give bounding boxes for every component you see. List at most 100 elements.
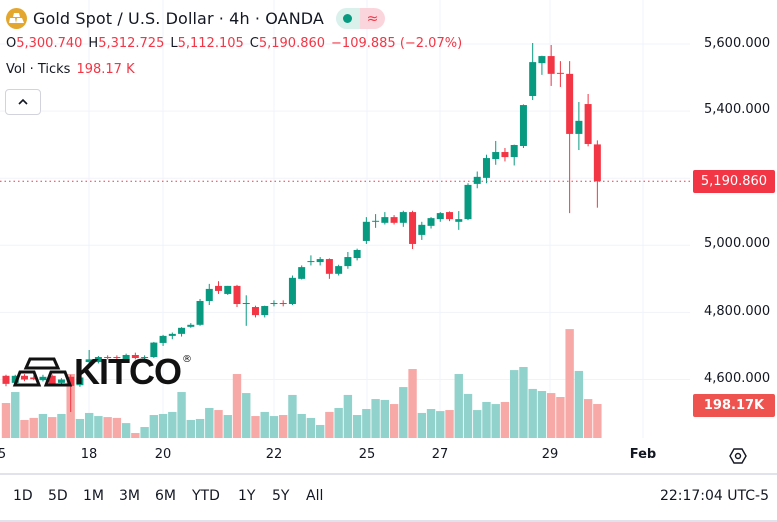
volume-bar <box>574 370 584 438</box>
volume-bar <box>29 417 38 438</box>
volume-bar <box>500 401 510 438</box>
candle-body <box>85 359 93 363</box>
range-button-ytd[interactable]: YTD <box>192 488 220 504</box>
candle-body <box>76 377 84 386</box>
kitco-wordmark: KITCO <box>74 351 182 392</box>
range-button-1y[interactable]: 1Y <box>238 488 256 504</box>
range-button-6m[interactable]: 6M <box>155 488 176 504</box>
candle-body <box>2 375 10 384</box>
current-volume-tag: 198.17K <box>693 394 775 417</box>
candle-body <box>492 152 500 160</box>
volume-bar <box>279 415 288 438</box>
volume-bar <box>537 391 547 438</box>
candle-body <box>94 357 102 363</box>
candle-body <box>205 288 213 301</box>
volume-legend: Vol · Ticks 198.17 K <box>6 62 135 77</box>
candle-body <box>353 249 361 259</box>
candle-body <box>482 158 490 178</box>
toolbar-divider <box>0 473 777 475</box>
candle-body <box>150 342 158 358</box>
candle-body <box>288 277 296 305</box>
time-axis-label: 29 <box>541 447 559 462</box>
range-button-1m[interactable]: 1M <box>83 488 104 504</box>
candle-body <box>224 285 232 294</box>
candle-body <box>270 303 278 305</box>
candle-body <box>104 357 112 359</box>
candle-body <box>372 220 380 222</box>
volume-bar <box>195 418 205 438</box>
volume-bar <box>186 419 195 438</box>
candle-body <box>519 105 527 146</box>
candle-body <box>39 376 47 381</box>
candle-body <box>427 218 435 226</box>
candle-body <box>455 219 463 222</box>
time-axis-label: 27 <box>431 447 449 462</box>
candle-body <box>418 224 426 235</box>
candle-body <box>409 212 417 244</box>
volume-bar <box>140 427 149 438</box>
clock-timezone[interactable]: 22:17:04 UTC-5 <box>659 488 769 504</box>
status-badge[interactable]: ≈ <box>335 8 385 29</box>
volume-bar <box>288 394 297 438</box>
volume-bar <box>519 366 528 438</box>
volume-value: 198.17 K <box>76 62 135 77</box>
volume-bar <box>436 411 445 438</box>
close-value: 5,190.860 <box>258 36 326 51</box>
candle-body <box>510 144 518 158</box>
volume-bar <box>214 410 223 438</box>
volume-bar <box>11 392 20 438</box>
candle-body <box>279 303 287 305</box>
volume-bar <box>232 374 242 438</box>
volume-bar <box>112 417 122 438</box>
open-value: 5,300.740 <box>16 36 83 51</box>
price-axis-label: 4,600.000 <box>704 371 771 386</box>
green-dot-icon <box>335 8 360 29</box>
chart-legend-header: Gold Spot / U.S. Dollar · 4h · OANDA ≈ <box>6 8 385 29</box>
volume-bar <box>593 404 602 438</box>
candle-body <box>529 62 537 97</box>
kitco-watermark: KITCO ® <box>12 354 192 390</box>
settings-icon[interactable] <box>728 446 748 470</box>
volume-bar <box>546 393 556 438</box>
candle-body <box>566 73 574 134</box>
high-label: H <box>88 36 99 51</box>
candle-body <box>242 303 250 305</box>
volume-bar <box>408 369 417 438</box>
volume-bar <box>380 399 390 438</box>
candle-body <box>446 212 454 220</box>
price-axis-label: 5,400.000 <box>704 102 771 117</box>
volume-bar <box>94 416 103 438</box>
range-button-all[interactable]: All <box>306 488 324 504</box>
price-chart[interactable] <box>0 0 777 475</box>
range-button-5y[interactable]: 5Y <box>272 488 290 504</box>
price-axis-label: 5,600.000 <box>704 36 771 51</box>
collapse-legend-button[interactable] <box>5 89 41 115</box>
symbol-title[interactable]: Gold Spot / U.S. Dollar · 4h · OANDA <box>33 9 324 28</box>
candle-body <box>215 285 223 291</box>
volume-bar <box>269 416 279 438</box>
volume-bar <box>510 370 519 438</box>
volume-bar <box>362 409 371 438</box>
candle-body <box>122 355 130 360</box>
candle-body <box>251 307 259 316</box>
candle-body <box>381 217 389 223</box>
candle-body <box>233 285 241 305</box>
volume-bar <box>260 411 269 438</box>
volume-label[interactable]: Vol · Ticks <box>6 62 71 77</box>
volume-bar <box>463 393 473 438</box>
range-button-3m[interactable]: 3M <box>119 488 140 504</box>
candle-body <box>30 377 38 380</box>
range-button-1d[interactable]: 1D <box>13 488 33 504</box>
candle-body <box>501 152 509 158</box>
volume-bar <box>399 387 408 438</box>
chevron-up-icon <box>18 98 28 105</box>
candle-body <box>168 333 176 336</box>
candle-body <box>141 357 149 359</box>
candle-body <box>556 72 564 74</box>
range-button-5d[interactable]: 5D <box>48 488 68 504</box>
time-axis-label: 5 <box>0 447 7 462</box>
volume-bar <box>334 407 343 438</box>
candle-body <box>178 327 186 334</box>
volume-bar <box>48 417 57 438</box>
volume-bar <box>242 393 251 438</box>
